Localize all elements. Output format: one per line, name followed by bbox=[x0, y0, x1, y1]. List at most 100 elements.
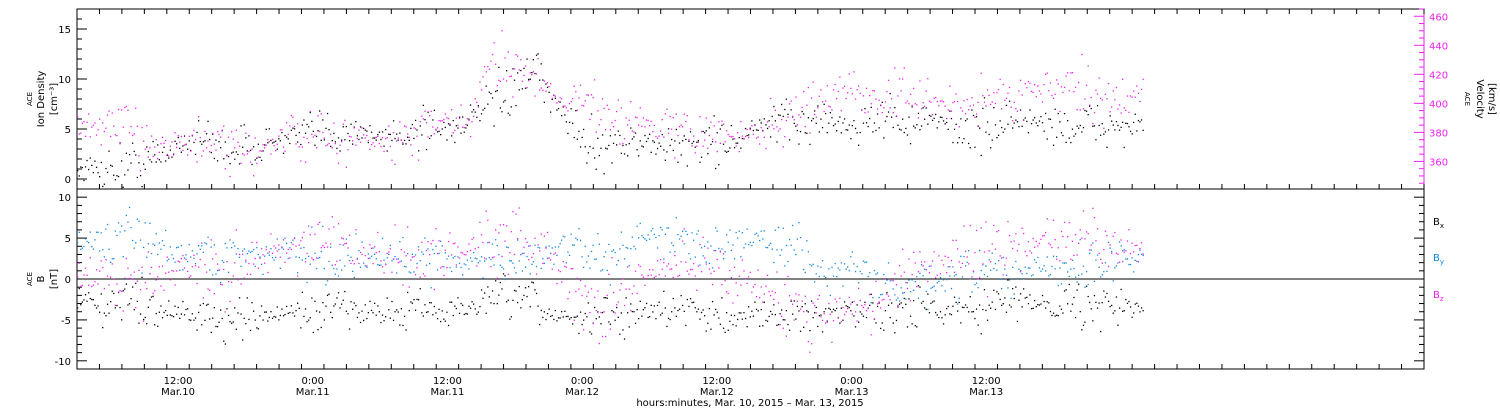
velocity-point bbox=[125, 105, 127, 108]
by-point bbox=[394, 256, 396, 258]
ion-density-point bbox=[474, 111, 476, 113]
ion-density-point bbox=[1087, 114, 1089, 116]
velocity-point bbox=[513, 68, 516, 70]
by-point bbox=[919, 272, 921, 275]
by-point bbox=[103, 256, 105, 258]
velocity-point bbox=[270, 153, 272, 155]
ion-density-point bbox=[997, 134, 1000, 136]
bx-point bbox=[290, 305, 292, 307]
ion-density-point bbox=[897, 124, 899, 126]
bz-point bbox=[537, 244, 539, 246]
bz-point bbox=[1120, 239, 1122, 241]
by-point bbox=[908, 279, 910, 281]
bz-point bbox=[366, 265, 368, 267]
velocity-point bbox=[782, 146, 784, 148]
ion-density-point bbox=[810, 120, 813, 122]
bz-point bbox=[870, 334, 872, 336]
bx-point bbox=[979, 304, 981, 306]
bz-point bbox=[422, 273, 424, 275]
bx-point bbox=[834, 310, 836, 312]
velocity-point bbox=[1041, 101, 1044, 103]
bx-point bbox=[110, 301, 112, 303]
ion-density-point bbox=[913, 125, 915, 127]
bx-point bbox=[518, 285, 520, 288]
velocity-point bbox=[1103, 127, 1105, 129]
ion-density-point bbox=[619, 134, 621, 137]
bz-point bbox=[391, 271, 393, 273]
bz-point bbox=[540, 233, 542, 235]
x-tick-time-label: 0:00 bbox=[301, 376, 323, 387]
bx-point bbox=[78, 287, 80, 290]
bz-point bbox=[644, 284, 646, 286]
bz-point bbox=[194, 265, 197, 267]
ion-density-point bbox=[88, 168, 90, 171]
velocity-point bbox=[815, 116, 817, 118]
by-point bbox=[540, 267, 542, 269]
x-tick-date-label: Mar.11 bbox=[430, 387, 464, 398]
bz-point bbox=[154, 290, 156, 292]
by-point bbox=[554, 246, 556, 248]
bz-point bbox=[364, 255, 366, 257]
bx-point bbox=[180, 313, 182, 315]
x-tick-date-label: Mar.13 bbox=[969, 387, 1003, 398]
ion-density-point bbox=[364, 129, 366, 131]
ion-density-point bbox=[1074, 133, 1077, 135]
velocity-point bbox=[768, 126, 770, 128]
bx-point bbox=[403, 315, 406, 317]
bx-point bbox=[666, 325, 668, 328]
bz-point bbox=[91, 285, 93, 288]
by-point bbox=[1005, 274, 1008, 276]
bz-point bbox=[183, 267, 186, 269]
by-point bbox=[303, 246, 305, 249]
ion-density-point bbox=[608, 144, 610, 147]
by-point bbox=[259, 256, 261, 258]
by-point bbox=[449, 267, 451, 269]
velocity-point bbox=[521, 80, 523, 82]
bz-point bbox=[276, 250, 278, 252]
by-point bbox=[792, 224, 794, 227]
ion-density-point bbox=[270, 139, 272, 142]
ion-density-point bbox=[1081, 131, 1083, 133]
bz-point bbox=[413, 256, 415, 258]
bx-point bbox=[524, 287, 527, 289]
bx-point bbox=[224, 343, 226, 345]
bx-point bbox=[532, 282, 534, 284]
bz-point bbox=[122, 310, 124, 312]
ion-density-point bbox=[488, 91, 490, 93]
velocity-point bbox=[414, 128, 417, 130]
bz-point bbox=[730, 277, 732, 279]
bz-point bbox=[517, 238, 519, 240]
bx-point bbox=[1016, 320, 1019, 323]
bz-point bbox=[719, 250, 721, 252]
velocity-point bbox=[386, 137, 388, 139]
bz-point bbox=[696, 289, 698, 291]
bottom-left-axis-label-line-2: B bbox=[36, 275, 47, 282]
bz-point bbox=[862, 306, 865, 309]
bx-point bbox=[116, 304, 118, 307]
ion-density-point bbox=[119, 142, 121, 144]
velocity-point bbox=[504, 57, 506, 59]
velocity-point bbox=[639, 107, 641, 109]
bx-point bbox=[644, 307, 646, 309]
bz-point bbox=[457, 246, 459, 248]
bz-point bbox=[166, 256, 168, 258]
bx-point bbox=[902, 307, 904, 309]
velocity-point bbox=[715, 141, 717, 143]
bx-point bbox=[513, 289, 516, 292]
bz-point bbox=[282, 239, 285, 241]
velocity-point bbox=[416, 135, 418, 137]
bx-point bbox=[850, 310, 852, 312]
by-point bbox=[462, 274, 464, 276]
bz-point bbox=[576, 277, 578, 279]
velocity-point bbox=[664, 113, 666, 115]
ion-density-point bbox=[554, 97, 556, 99]
bz-point bbox=[143, 320, 145, 322]
ion-density-point bbox=[501, 111, 503, 113]
bz-point bbox=[209, 289, 211, 291]
ion-density-point bbox=[1043, 130, 1045, 132]
ion-density-point bbox=[807, 117, 809, 119]
bz-point bbox=[449, 232, 451, 234]
bx-point bbox=[721, 297, 723, 299]
bx-point bbox=[342, 299, 344, 301]
by-point bbox=[135, 242, 137, 244]
